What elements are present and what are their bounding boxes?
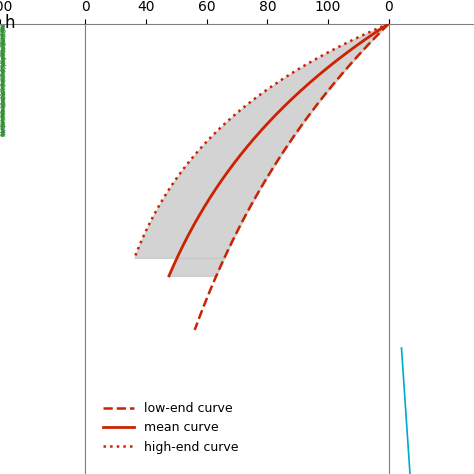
Text: h: h: [5, 14, 15, 32]
Legend: low-end curve, mean curve, high-end curve: low-end curve, mean curve, high-end curv…: [98, 397, 243, 459]
